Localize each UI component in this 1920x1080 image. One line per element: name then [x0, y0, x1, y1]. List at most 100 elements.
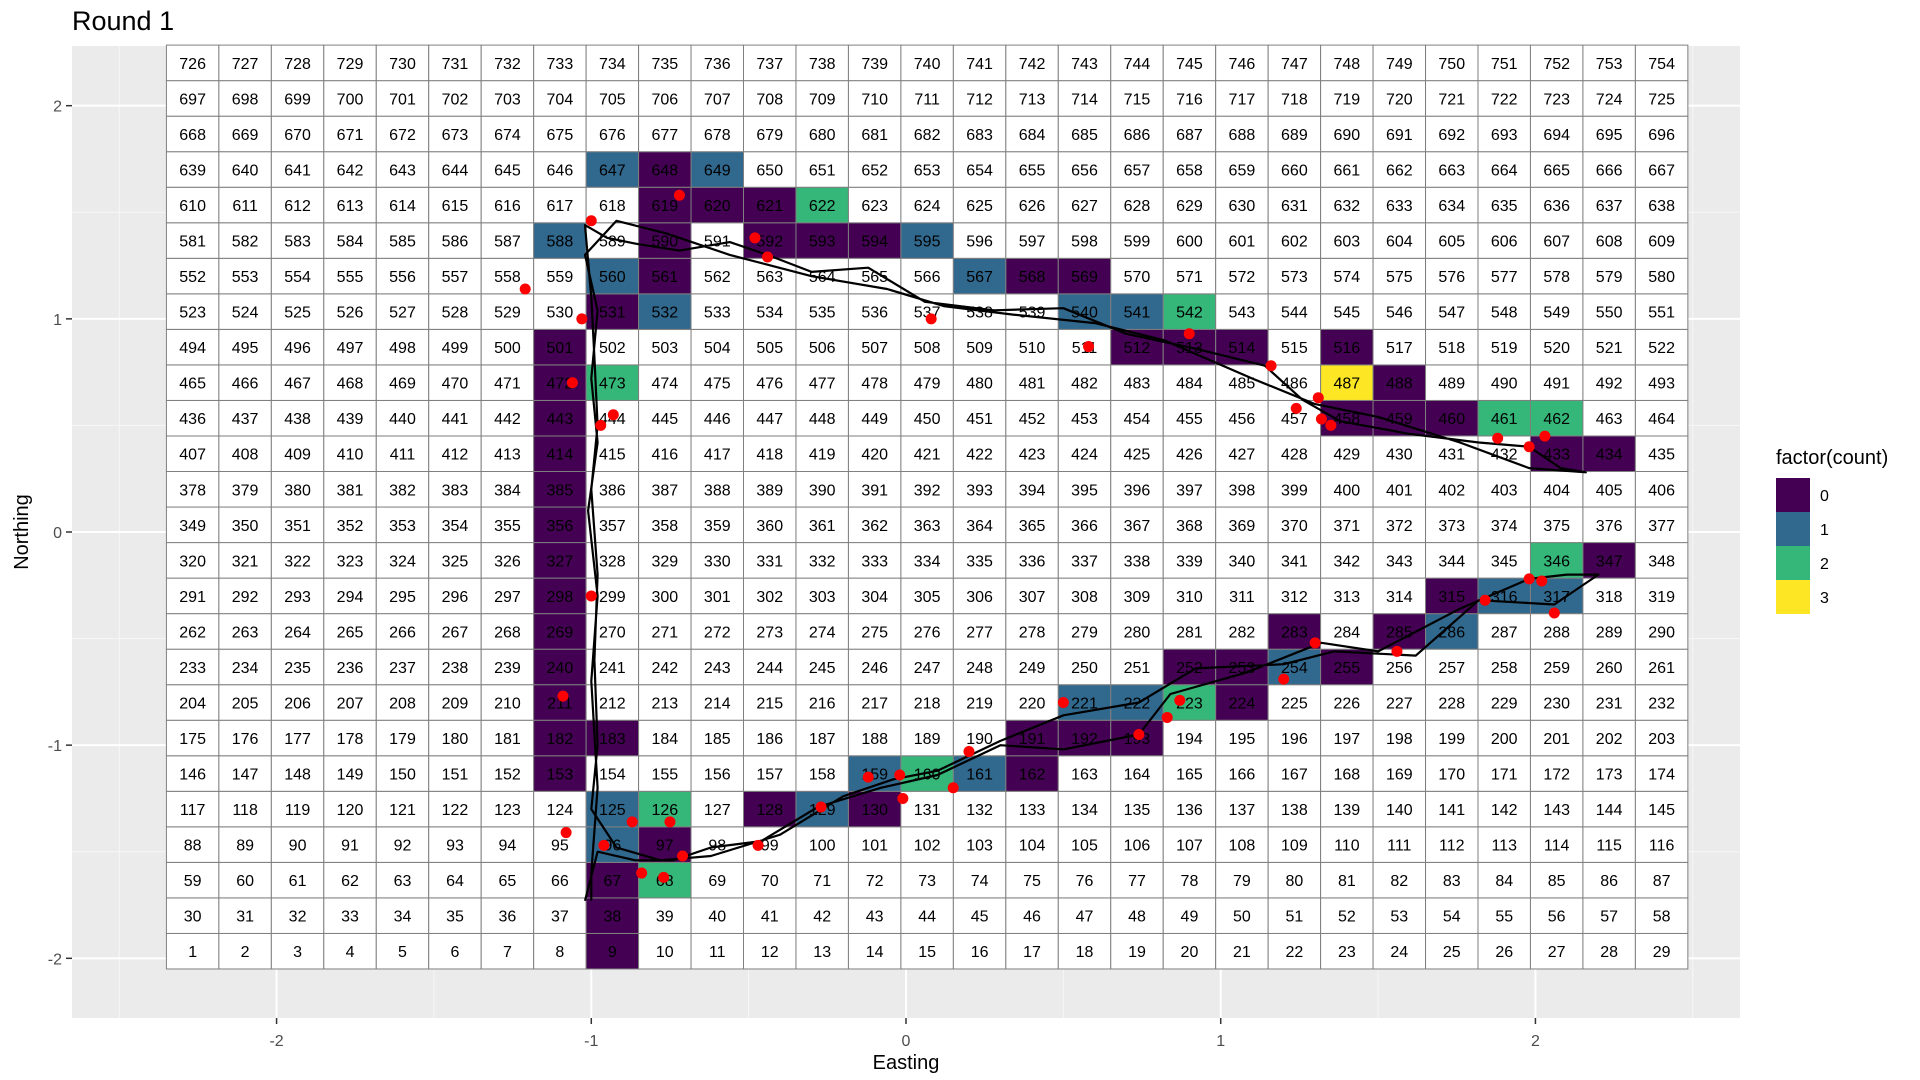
grid-cell — [1425, 80, 1479, 117]
cell-label: 268 — [494, 624, 521, 641]
detection-point — [1479, 594, 1491, 606]
cell-label: 109 — [1281, 838, 1308, 855]
cell-label: 232 — [1648, 695, 1675, 712]
cell-label: 409 — [284, 447, 311, 464]
grid-cell — [900, 364, 954, 401]
cell-label: 130 — [861, 802, 888, 819]
cell-label: 648 — [651, 162, 678, 179]
cell-label: 700 — [337, 91, 364, 108]
cell-label: 391 — [861, 482, 888, 499]
cell-label: 656 — [1071, 162, 1098, 179]
cell-label: 308 — [1071, 589, 1098, 606]
grid-cell — [1162, 293, 1217, 330]
cell-label: 156 — [704, 767, 731, 784]
cell-label: 497 — [337, 340, 364, 357]
grid-cell — [1110, 790, 1164, 828]
cell-label: 488 — [1386, 376, 1413, 393]
cell-label: 475 — [704, 376, 731, 393]
cell-label: 560 — [599, 269, 626, 286]
grid-cell — [1425, 897, 1479, 934]
cell-label: 664 — [1491, 162, 1518, 179]
cell-label: 260 — [1596, 660, 1623, 677]
detection-point — [1325, 419, 1337, 431]
cell-label: 203 — [1648, 731, 1675, 748]
grid-cell — [428, 222, 482, 259]
grid-cell — [1529, 790, 1584, 828]
cell-label: 608 — [1596, 234, 1623, 251]
cell-label: 400 — [1333, 482, 1360, 499]
detection-point — [658, 871, 670, 883]
cell-label: 128 — [756, 802, 783, 819]
cell-label: 561 — [651, 269, 678, 286]
grid-cell — [847, 115, 902, 153]
cell-label: 186 — [756, 731, 783, 748]
cell-label: 727 — [232, 56, 259, 73]
x-tick-label: 0 — [902, 1033, 911, 1050]
cell-label: 477 — [809, 376, 836, 393]
grid-cell — [638, 684, 692, 721]
cell-label: 657 — [1124, 162, 1151, 179]
cell-label: 711 — [914, 91, 940, 108]
grid-cell — [533, 115, 587, 153]
detection-point — [925, 313, 937, 325]
grid-cell — [743, 932, 797, 970]
grid-cell — [795, 932, 849, 970]
grid-cell — [1320, 44, 1374, 82]
cell-label: 117 — [180, 802, 206, 819]
grid-cell — [1634, 364, 1689, 401]
cell-label: 588 — [547, 234, 574, 251]
grid-cell — [690, 790, 745, 828]
grid-cell — [952, 328, 1007, 366]
cell-label: 324 — [389, 553, 416, 570]
cell-label: 388 — [704, 482, 731, 499]
cell-label: 294 — [337, 589, 364, 606]
cell-label: 690 — [1333, 127, 1360, 144]
cell-label: 230 — [1543, 695, 1570, 712]
cell-label: 214 — [704, 695, 731, 712]
detection-point — [963, 746, 975, 758]
cell-label: 153 — [547, 767, 574, 784]
cell-label: 394 — [1019, 482, 1046, 499]
cell-label: 112 — [1439, 838, 1465, 855]
cell-label: 596 — [966, 234, 993, 251]
cell-label: 49 — [1181, 909, 1199, 926]
cell-label: 658 — [1176, 162, 1203, 179]
cell-label: 422 — [966, 447, 993, 464]
cell-label: 247 — [914, 660, 941, 677]
cell-label: 636 — [1543, 198, 1570, 215]
cell-label: 724 — [1596, 91, 1623, 108]
grid-cell — [847, 80, 902, 117]
grid-cell — [323, 648, 377, 686]
grid-cell — [533, 399, 587, 437]
grid-cell — [1477, 80, 1531, 117]
cell-label: 505 — [756, 340, 783, 357]
grid-cell — [1372, 897, 1427, 934]
grid-cell — [1477, 257, 1531, 295]
grid-cell — [1005, 399, 1059, 437]
cell-label: 148 — [284, 767, 311, 784]
cell-label: 302 — [756, 589, 783, 606]
cell-label: 227 — [1386, 695, 1413, 712]
cell-label: 528 — [442, 305, 469, 322]
cell-label: 644 — [442, 162, 469, 179]
cell-label: 347 — [1596, 553, 1623, 570]
detection-point — [1539, 430, 1551, 442]
cell-label: 201 — [1543, 731, 1570, 748]
cell-label: 363 — [914, 518, 941, 535]
cell-label: 481 — [1019, 376, 1046, 393]
cell-label: 510 — [1019, 340, 1046, 357]
grid-cell — [165, 932, 220, 970]
cell-label: 667 — [1648, 162, 1675, 179]
grid-cell — [1582, 932, 1636, 970]
cell-label: 479 — [914, 376, 941, 393]
cell-label: 83 — [1443, 873, 1461, 890]
cell-label: 536 — [861, 305, 888, 322]
detection-point — [576, 313, 588, 325]
grid-cell — [428, 826, 482, 863]
cell-label: 609 — [1648, 234, 1675, 251]
grid-cell — [690, 328, 745, 366]
cell-label: 513 — [1176, 340, 1203, 357]
cell-label: 493 — [1648, 376, 1675, 393]
cell-label: 430 — [1386, 447, 1413, 464]
grid-cell — [1267, 826, 1322, 863]
